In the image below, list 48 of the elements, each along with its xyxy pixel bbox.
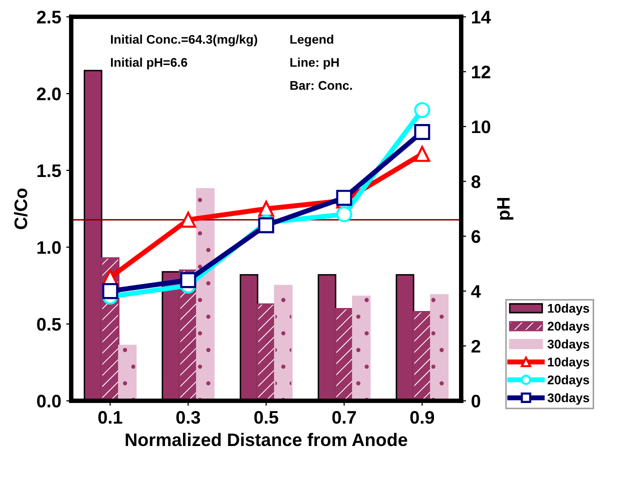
y2-tick-label: 8 xyxy=(471,175,480,188)
annotation: Line: pH xyxy=(290,58,339,70)
bar xyxy=(430,294,449,401)
y-axis-title: C/Co xyxy=(14,188,28,230)
annotation: Initial Conc.=64.3(mg/kg) xyxy=(111,34,258,46)
annotation: Bar: Conc. xyxy=(290,81,352,90)
point xyxy=(336,206,352,222)
x-axis-title: Normalized Distance from Anode xyxy=(126,432,408,446)
legend-label: 30days xyxy=(548,393,590,405)
point xyxy=(414,146,430,162)
x-tick-label: 0.1 xyxy=(98,411,122,424)
point xyxy=(414,102,430,118)
annotation: Legend xyxy=(290,34,334,46)
annotation: Initial pH=6.6 xyxy=(111,58,188,70)
y2-tick-label: 6 xyxy=(472,230,480,243)
x-tick-label: 0.7 xyxy=(332,411,356,424)
y2-tick-label: 0 xyxy=(472,394,480,408)
legend-label: 20days xyxy=(548,375,590,387)
x-tick-label: 0.5 xyxy=(254,411,278,424)
y-tick-label: 0.5 xyxy=(37,318,61,331)
y2-tick-label: 10 xyxy=(472,120,490,134)
bar xyxy=(352,296,371,401)
y2-tick-label: 14 xyxy=(472,10,491,24)
point xyxy=(414,124,430,140)
legend-label: 30days xyxy=(548,339,590,352)
legend-label: 10days xyxy=(548,304,590,316)
y-tick-label: 1.5 xyxy=(38,164,61,178)
point xyxy=(180,272,196,288)
y-tick-label: 0.0 xyxy=(37,394,61,408)
y2-axis-title: pH xyxy=(497,198,514,220)
point xyxy=(180,212,196,228)
bar xyxy=(118,344,137,401)
y2-tick-label: 4 xyxy=(471,285,481,298)
legend-label: 20days xyxy=(548,321,590,334)
legend-label: 10days xyxy=(548,357,590,369)
point xyxy=(258,200,274,217)
x-tick-label: 0.9 xyxy=(410,411,434,424)
y-tick-label: 1.0 xyxy=(38,241,61,254)
point xyxy=(336,190,352,206)
y2-tick-label: 2 xyxy=(472,340,480,352)
point xyxy=(102,283,118,300)
x-tick-label: 0.3 xyxy=(176,411,200,424)
bar xyxy=(196,188,215,401)
y-tick-label: 2.0 xyxy=(36,88,61,100)
y2-tick-label: 12 xyxy=(472,66,490,78)
point xyxy=(258,217,274,234)
y-tick-label: 2.5 xyxy=(36,10,61,24)
bar xyxy=(274,284,293,401)
